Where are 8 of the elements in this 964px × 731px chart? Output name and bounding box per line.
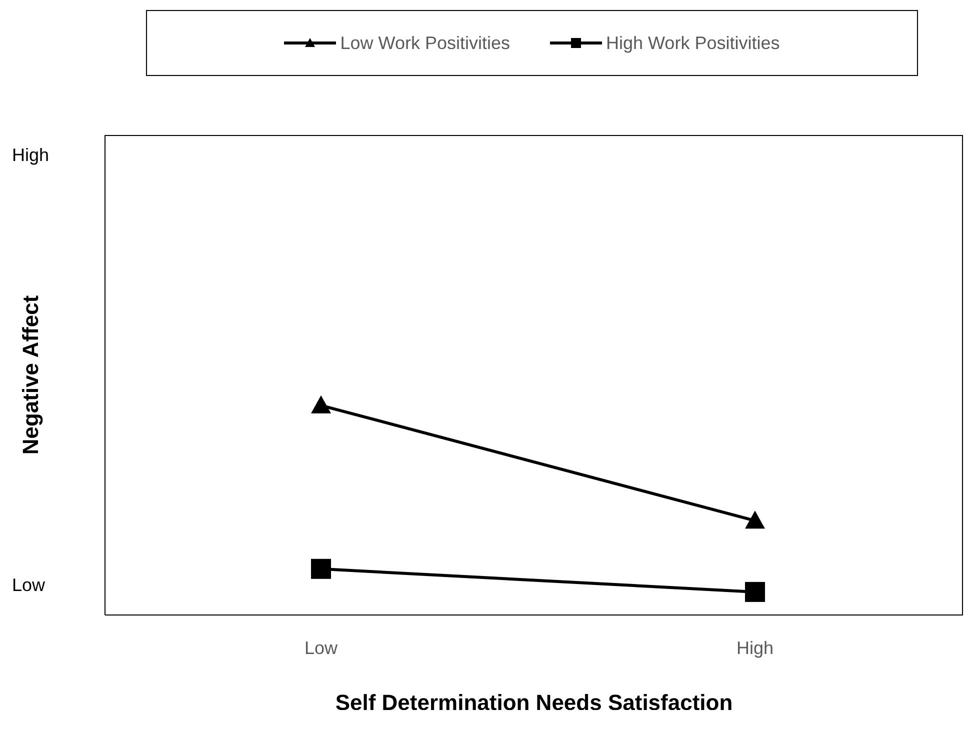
legend-label: Low Work Positivities bbox=[339, 32, 510, 54]
x-axis-title: Self Determination Needs Satisfaction bbox=[335, 690, 733, 715]
point bbox=[311, 558, 331, 579]
y-axis-title: Negative Affect bbox=[18, 294, 43, 455]
point bbox=[745, 582, 765, 602]
text: High bbox=[12, 145, 50, 166]
text: Low bbox=[12, 575, 46, 596]
legend-label: High Work Positivities bbox=[605, 32, 780, 54]
